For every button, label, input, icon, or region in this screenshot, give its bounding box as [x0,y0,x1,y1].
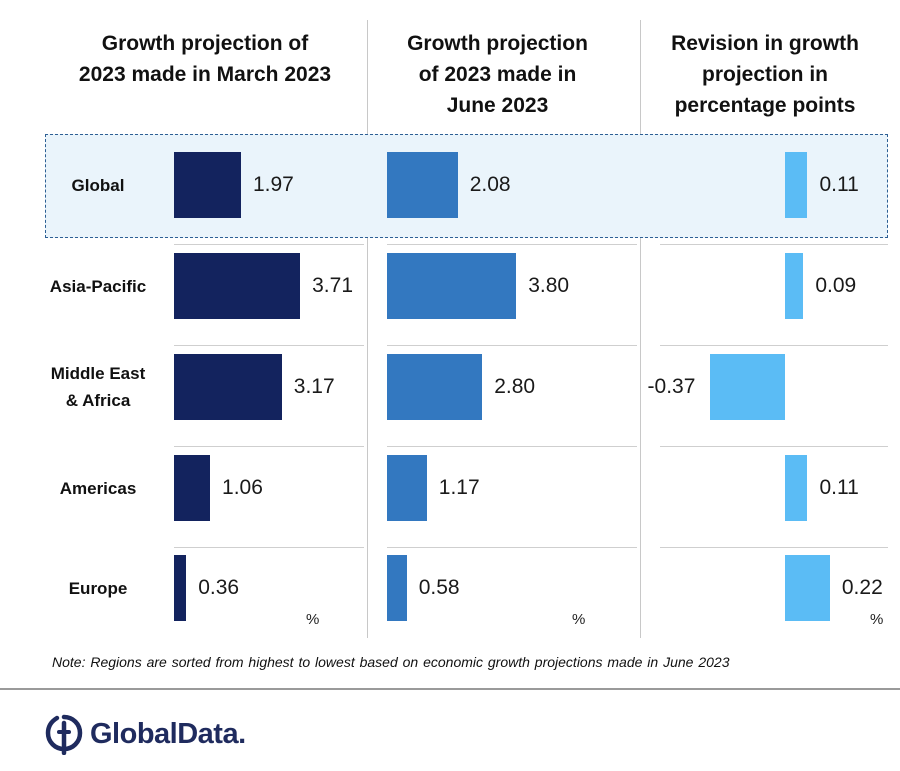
region-label-line: Middle East [50,364,146,383]
unit-label-june: % [572,611,586,628]
row-divider-3-1 [174,446,364,447]
revision-bar [785,555,830,621]
chart-note: Note: Regions are sorted from highest to… [52,654,730,670]
revision-value-label: -0.37 [647,375,696,398]
column-separator-2 [640,20,641,638]
row-divider-1-2 [387,244,637,245]
june-value-label: 0.58 [418,576,460,599]
june-bar [387,555,407,621]
march-bar [174,455,211,521]
globaldata-logo: GlobalData. [44,712,246,756]
logo-wordmark: GlobalData. [90,717,246,750]
region-label: Americas [30,475,166,502]
revision-value-label: 0.11 [819,476,859,499]
footer-divider [0,688,900,690]
june-bar [387,253,517,319]
june-bar [387,152,458,218]
region-label-line: Europe [68,578,128,598]
row-divider-2-2 [387,345,637,346]
column-separator-1 [367,20,368,638]
header-revision-line-2: projection in [702,63,828,86]
header-revision-line-1: Revision in growth [671,32,859,55]
march-bar [174,354,282,420]
revision-value-label: 0.11 [819,173,859,196]
row-divider-1-1 [174,244,364,245]
march-bar [174,253,301,319]
june-value-label: 1.17 [438,476,480,499]
region-label-line: Asia-Pacific [49,276,147,296]
row-divider-2-3 [660,345,888,346]
region-label: Europe [30,575,166,602]
region-label: Middle East & Africa [30,360,166,414]
june-bar [387,354,483,420]
march-value-label: 3.71 [312,274,353,297]
march-value-label: 0.36 [198,576,240,599]
unit-label-revision: % [870,611,884,628]
header-june: Growth projection of 2023 made in June 2… [375,28,620,121]
region-label-line: & Africa [65,391,131,410]
row-divider-2-1 [174,345,364,346]
june-value-label: 2.80 [494,375,536,398]
globaldata-logo-icon [45,714,83,755]
june-value-label: 3.80 [528,274,570,297]
march-bar [174,152,241,218]
row-divider-4-2 [387,547,637,548]
row-divider-3-2 [387,446,637,447]
unit-label-march: % [306,611,320,628]
march-bar [174,555,187,621]
region-label-line: Global [71,175,125,195]
revision-bar [785,152,808,218]
header-june-line-1: Growth projection [407,32,588,55]
row-divider-4-1 [174,547,364,548]
march-value-label: 1.06 [222,476,263,499]
june-bar [387,455,427,521]
region-label-line: Americas [59,478,137,498]
header-march-line-1: Growth projection of [101,32,309,55]
revision-bar [785,253,804,319]
region-label: Global [30,172,166,199]
row-divider-3-3 [660,446,888,447]
header-revision: Revision in growth projection in percent… [645,28,885,121]
region-label: Asia-Pacific [30,273,166,300]
revision-value-label: 0.09 [815,274,857,297]
revision-value-label: 0.22 [841,576,883,599]
row-divider-1-3 [660,244,888,245]
header-march: Growth projection of 2023 made in March … [55,28,355,90]
revision-bar [785,455,808,521]
march-value-label: 1.97 [252,173,294,196]
row-divider-4-3 [660,547,888,548]
header-june-line-2: of 2023 made in [418,63,577,86]
june-value-label: 2.08 [469,173,511,196]
header-june-line-3: June 2023 [446,94,549,117]
revision-bar [709,354,785,420]
header-march-line-2: 2023 made in March 2023 [78,63,332,86]
header-revision-line-3: percentage points [674,94,856,117]
march-value-label: 3.17 [293,375,335,398]
global-row-highlight [45,134,888,238]
